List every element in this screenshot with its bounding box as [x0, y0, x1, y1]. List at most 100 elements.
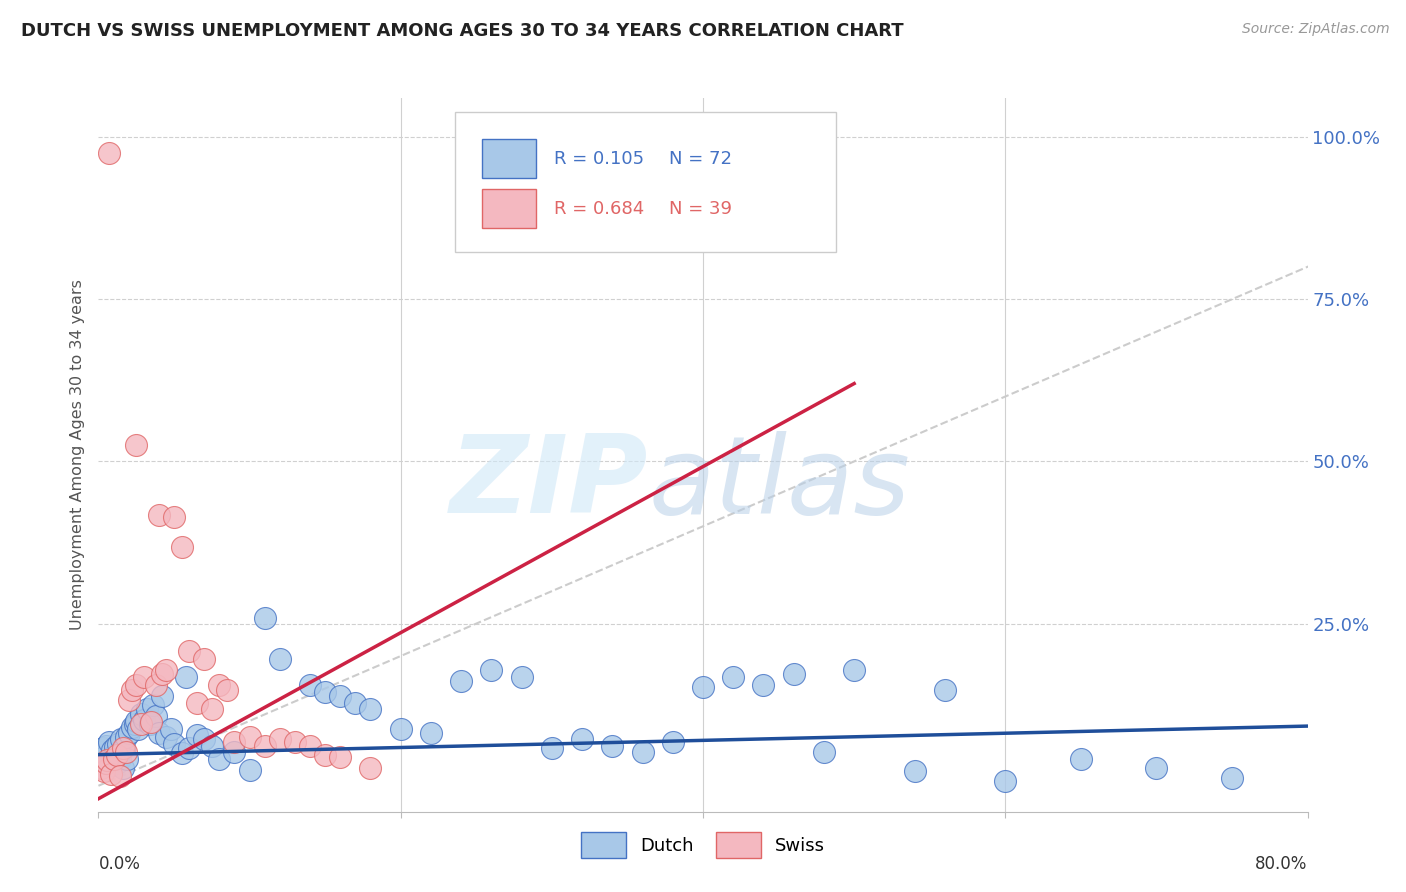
- Point: [94, 756, 117, 770]
- Point: [1144, 761, 1167, 775]
- Text: Source: ZipAtlas.com: Source: ZipAtlas.com: [1241, 22, 1389, 37]
- Point: [934, 682, 956, 697]
- Point: [571, 732, 593, 747]
- Point: [163, 509, 186, 524]
- Point: [170, 540, 193, 554]
- Point: [160, 722, 183, 736]
- Point: [344, 696, 367, 710]
- Point: [125, 438, 148, 452]
- Point: [299, 678, 322, 692]
- FancyBboxPatch shape: [482, 139, 536, 178]
- Point: [215, 682, 238, 697]
- Point: [155, 663, 177, 677]
- Text: R = 0.105: R = 0.105: [554, 150, 644, 168]
- Point: [994, 773, 1017, 788]
- Point: [314, 684, 336, 698]
- Point: [145, 708, 167, 723]
- Point: [269, 652, 291, 666]
- Point: [96, 754, 118, 768]
- Point: [103, 747, 125, 762]
- Text: 80.0%: 80.0%: [1256, 855, 1308, 872]
- Point: [481, 663, 503, 677]
- Point: [1070, 751, 1092, 765]
- Point: [108, 751, 131, 765]
- Point: [239, 763, 262, 777]
- FancyBboxPatch shape: [482, 189, 536, 228]
- Point: [90, 761, 112, 775]
- Point: [121, 720, 143, 734]
- Text: R = 0.684: R = 0.684: [554, 200, 644, 218]
- Point: [96, 753, 118, 767]
- Point: [115, 751, 138, 765]
- Point: [201, 702, 224, 716]
- Point: [125, 678, 148, 692]
- Point: [752, 678, 775, 692]
- Point: [1220, 771, 1243, 785]
- Text: N = 39: N = 39: [669, 200, 733, 218]
- Point: [844, 663, 866, 677]
- Point: [201, 739, 224, 753]
- Point: [193, 652, 215, 666]
- Point: [103, 751, 125, 765]
- Point: [540, 741, 562, 756]
- Point: [269, 732, 291, 747]
- Point: [163, 737, 186, 751]
- Point: [135, 702, 157, 716]
- Point: [107, 737, 129, 751]
- Point: [631, 745, 654, 759]
- Point: [111, 741, 134, 756]
- Point: [112, 741, 135, 756]
- Point: [150, 667, 173, 681]
- Point: [124, 717, 146, 731]
- Point: [208, 678, 231, 692]
- Point: [155, 730, 177, 744]
- Point: [132, 713, 155, 727]
- Point: [253, 739, 276, 753]
- Point: [186, 728, 208, 742]
- Point: [299, 739, 322, 753]
- Point: [100, 758, 122, 772]
- Point: [93, 764, 115, 779]
- Point: [177, 741, 201, 756]
- Point: [114, 745, 136, 759]
- Point: [450, 673, 472, 688]
- Point: [90, 745, 112, 759]
- Point: [602, 739, 624, 753]
- Point: [121, 682, 143, 697]
- Point: [174, 670, 197, 684]
- Point: [148, 725, 170, 739]
- Point: [141, 715, 163, 730]
- Point: [813, 745, 835, 759]
- Point: [105, 756, 128, 770]
- Point: [91, 741, 114, 756]
- Point: [132, 670, 155, 684]
- Point: [127, 722, 149, 736]
- Point: [253, 611, 276, 625]
- Point: [125, 714, 148, 728]
- Point: [110, 732, 132, 747]
- Point: [208, 751, 231, 765]
- Point: [389, 722, 412, 736]
- Point: [692, 680, 714, 694]
- Legend: Dutch, Swiss: Dutch, Swiss: [572, 823, 834, 867]
- Point: [142, 698, 165, 712]
- Point: [329, 749, 352, 764]
- Point: [284, 734, 307, 748]
- Text: ZIP: ZIP: [450, 431, 648, 536]
- Point: [100, 767, 122, 781]
- Point: [329, 690, 352, 704]
- Y-axis label: Unemployment Among Ages 30 to 34 years: Unemployment Among Ages 30 to 34 years: [69, 279, 84, 631]
- Point: [224, 745, 246, 759]
- Point: [224, 734, 246, 748]
- Point: [105, 747, 128, 762]
- Point: [661, 734, 683, 748]
- Point: [360, 761, 382, 775]
- Point: [150, 690, 173, 704]
- Text: 0.0%: 0.0%: [98, 855, 141, 872]
- Point: [170, 747, 193, 761]
- Point: [108, 769, 131, 783]
- Point: [114, 730, 136, 744]
- Point: [129, 707, 152, 722]
- Point: [98, 146, 121, 161]
- Point: [721, 670, 744, 684]
